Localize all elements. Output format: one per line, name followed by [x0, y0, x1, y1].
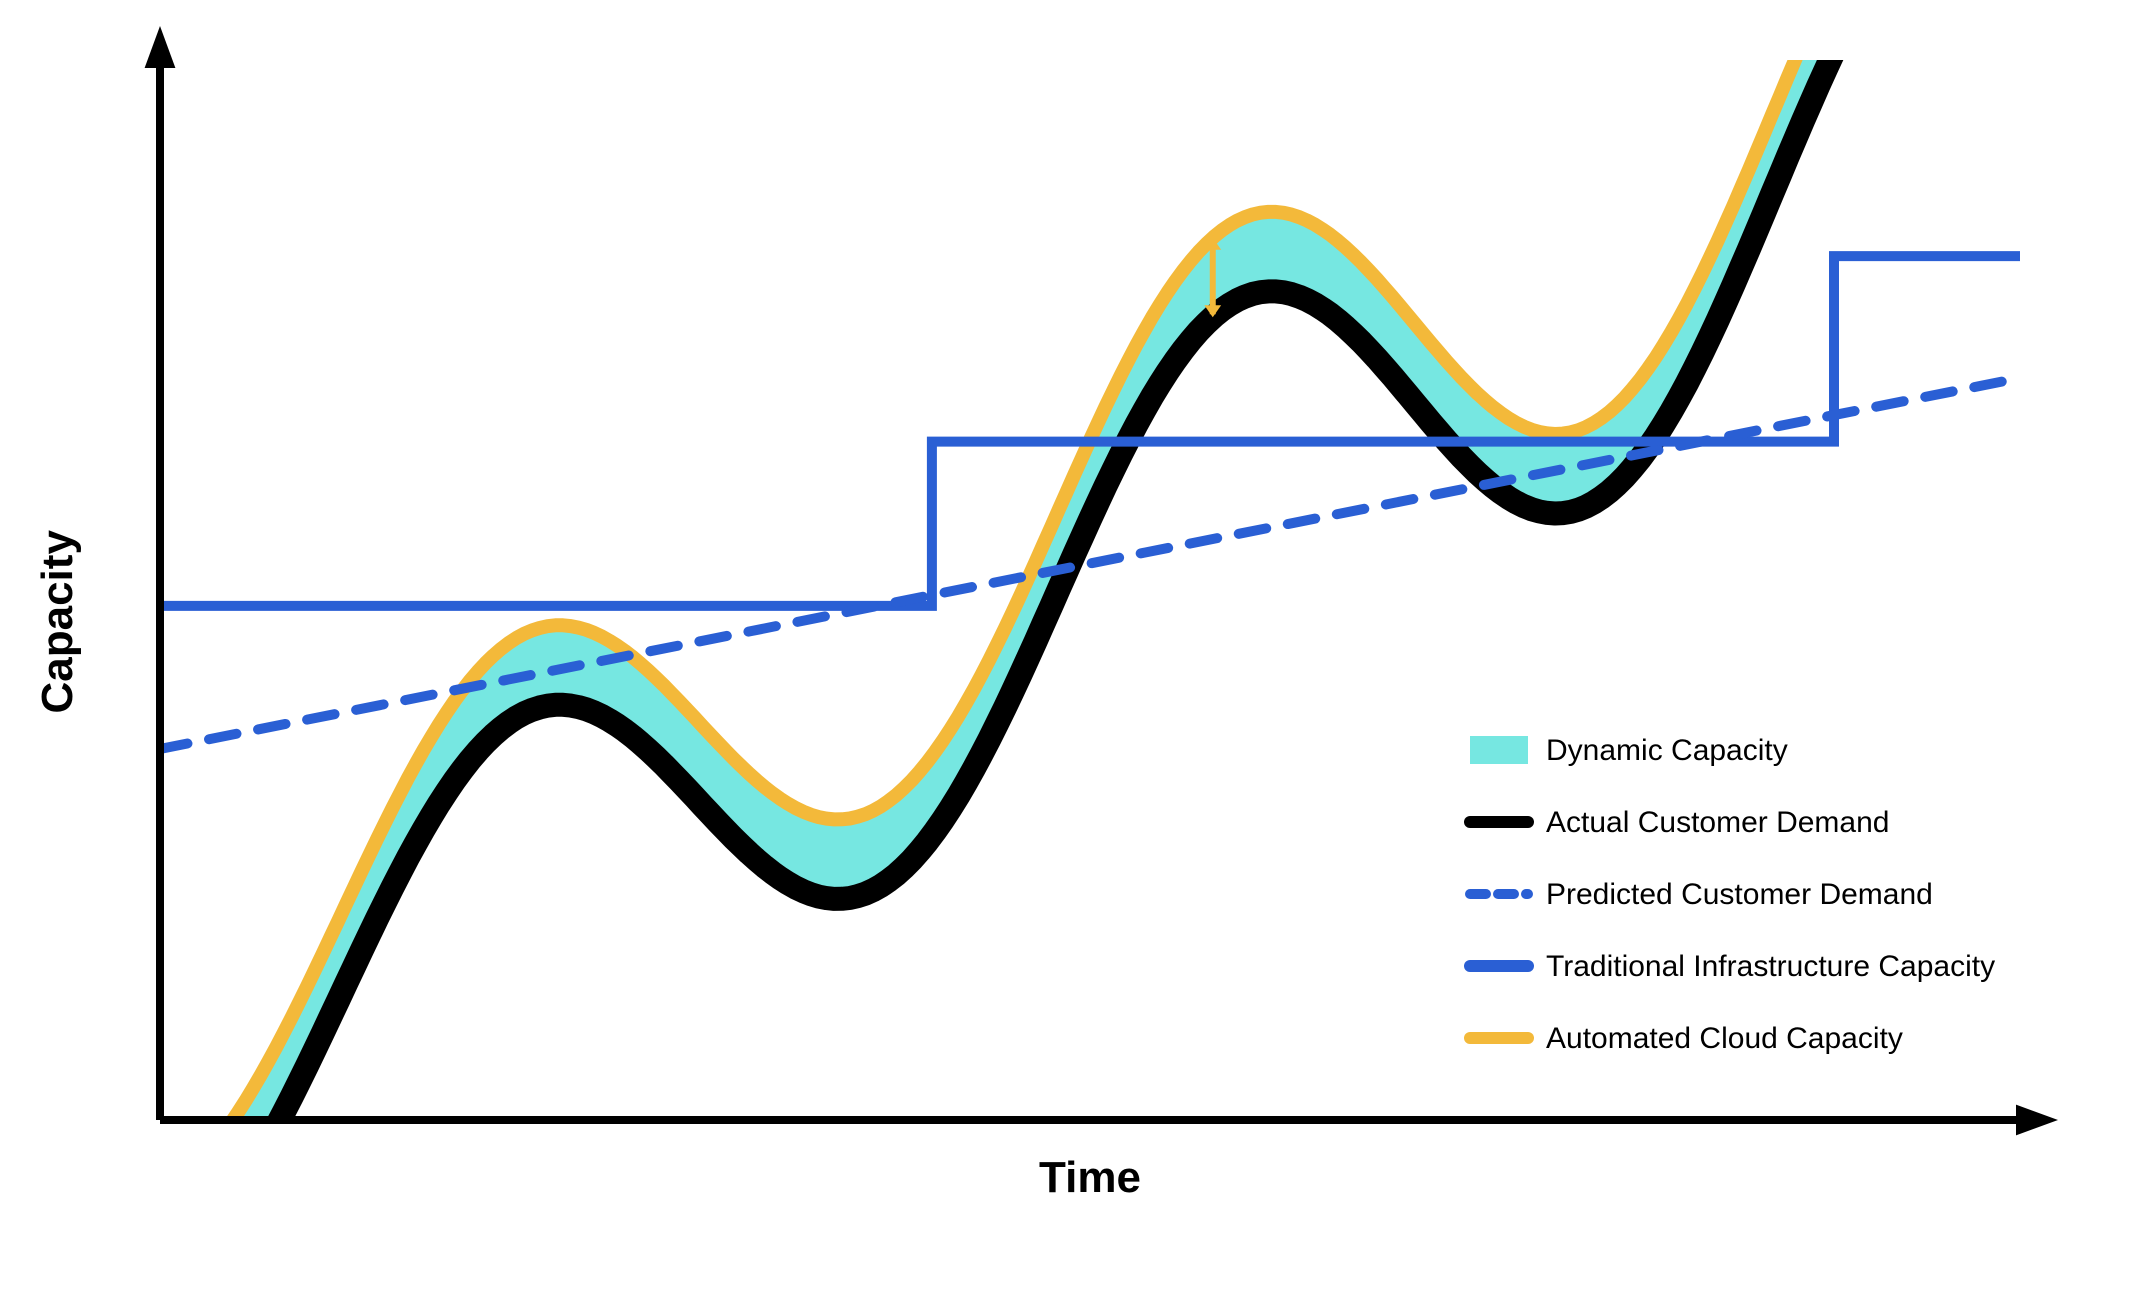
legend-label: Automated Cloud Capacity	[1546, 1022, 1903, 1055]
legend-label: Traditional Infrastructure Capacity	[1546, 950, 1995, 983]
legend-swatch	[1470, 736, 1528, 764]
x-axis-label: Time	[1039, 1153, 1141, 1202]
automated-capacity-line	[160, 0, 2020, 1194]
legend-label: Dynamic Capacity	[1546, 734, 1788, 767]
legend-label: Predicted Customer Demand	[1546, 878, 1933, 911]
x-axis-arrow	[2016, 1105, 2058, 1136]
chart-svg: Time Capacity Dynamic Capacity Actual Custo…	[0, 0, 2154, 1308]
capacity-vs-time-chart: Time Capacity Dynamic Capacity Actual Custo…	[0, 0, 2154, 1308]
legend: Dynamic Capacity Actual Customer Demand Pr…	[1470, 734, 1995, 1055]
legend-label: Actual Customer Demand	[1546, 806, 1889, 839]
y-axis-label: Capacity	[33, 530, 82, 714]
y-axis-arrow	[145, 26, 176, 68]
